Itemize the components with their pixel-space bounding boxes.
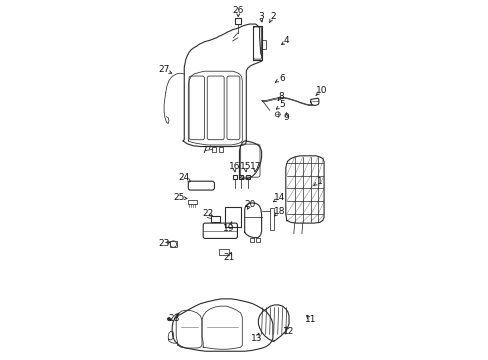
Bar bbox=[188, 200, 197, 204]
Text: 27: 27 bbox=[158, 66, 169, 75]
Text: 1: 1 bbox=[317, 177, 322, 186]
Text: 4: 4 bbox=[283, 36, 289, 45]
Text: 22: 22 bbox=[203, 209, 214, 218]
Circle shape bbox=[167, 318, 170, 320]
Text: 20: 20 bbox=[244, 200, 256, 209]
Bar bbox=[224, 207, 241, 227]
Text: 26: 26 bbox=[232, 6, 244, 15]
Text: 16: 16 bbox=[228, 162, 240, 171]
Bar bbox=[239, 175, 243, 179]
Text: 9: 9 bbox=[283, 113, 289, 122]
Bar bbox=[235, 18, 240, 24]
Text: 24: 24 bbox=[178, 173, 189, 182]
Bar bbox=[246, 175, 250, 179]
Text: 8: 8 bbox=[278, 92, 283, 101]
Text: 25: 25 bbox=[173, 193, 184, 202]
Text: 15: 15 bbox=[239, 162, 251, 171]
Text: 10: 10 bbox=[315, 86, 326, 95]
Text: 28: 28 bbox=[168, 314, 179, 323]
Text: 18: 18 bbox=[273, 207, 285, 216]
Text: 7: 7 bbox=[201, 146, 207, 155]
Text: 11: 11 bbox=[305, 315, 316, 324]
Bar bbox=[219, 147, 223, 152]
Text: 13: 13 bbox=[250, 334, 262, 343]
Text: 6: 6 bbox=[278, 73, 284, 82]
Bar bbox=[232, 175, 236, 179]
Text: 19: 19 bbox=[223, 224, 234, 233]
Text: 12: 12 bbox=[283, 327, 294, 336]
Bar bbox=[212, 147, 216, 152]
Text: 14: 14 bbox=[273, 193, 285, 202]
Text: 5: 5 bbox=[279, 100, 285, 109]
Bar bbox=[269, 208, 273, 230]
Text: 17: 17 bbox=[249, 162, 261, 171]
Bar bbox=[219, 249, 229, 255]
Bar bbox=[261, 40, 266, 49]
Bar bbox=[250, 238, 254, 242]
Bar bbox=[211, 216, 220, 221]
Text: 21: 21 bbox=[223, 253, 234, 262]
Text: 23: 23 bbox=[158, 239, 169, 248]
Text: 3: 3 bbox=[257, 12, 263, 21]
Text: 2: 2 bbox=[269, 12, 275, 21]
Bar bbox=[169, 241, 177, 247]
Bar bbox=[255, 238, 259, 242]
